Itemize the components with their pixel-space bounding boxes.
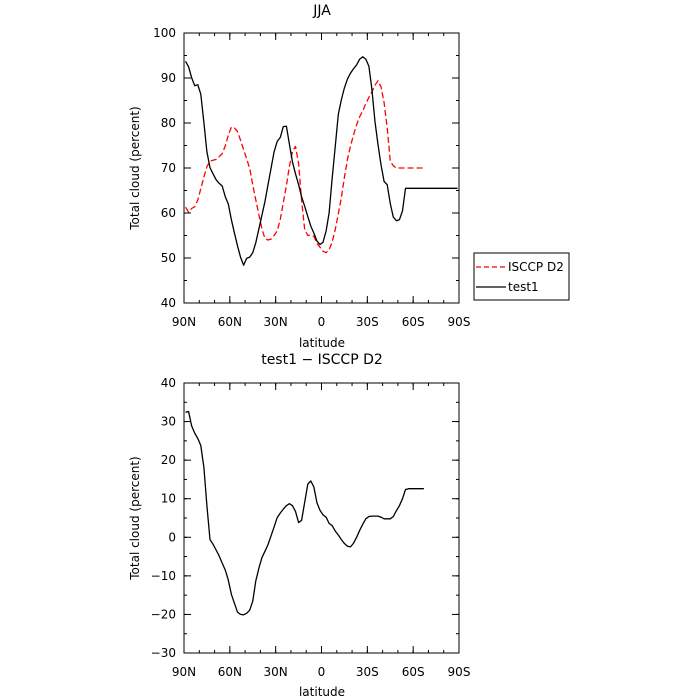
legend: ISCCP D2 test1 xyxy=(473,252,570,301)
legend-box xyxy=(473,252,570,301)
x-tick-label: 90N xyxy=(172,665,196,679)
legend-label-test1: test1 xyxy=(508,280,539,294)
x-tick-label: 60N xyxy=(218,315,242,329)
y-tick-label: 90 xyxy=(161,71,176,85)
y-tick-label: 20 xyxy=(161,453,176,467)
y-tick-label: 70 xyxy=(161,161,176,175)
x-tick-label: 60N xyxy=(218,665,242,679)
x-tick-label: 60S xyxy=(402,315,425,329)
y-tick-label: 50 xyxy=(161,251,176,265)
series-line-isccp-d2 xyxy=(184,80,424,254)
series-line-difference xyxy=(185,410,424,616)
series-line-test1 xyxy=(184,56,458,266)
bottom-axis-ticks: 90N 60N 30N 0 30S 60S 90S −30 −20 −10 0 10 20 30 40 xyxy=(151,376,471,679)
x-tick-label: 90S xyxy=(448,315,471,329)
y-tick-label: 40 xyxy=(161,376,176,390)
y-tick-label: 100 xyxy=(153,26,176,40)
y-tick-label: 30 xyxy=(161,415,176,429)
top-chart-title: JJA xyxy=(312,3,331,19)
y-tick-label: −10 xyxy=(151,569,176,583)
x-tick-label: 30N xyxy=(264,315,288,329)
y-tick-label: 0 xyxy=(168,530,176,544)
y-tick-label: 40 xyxy=(161,296,176,310)
x-tick-label: 30N xyxy=(264,665,288,679)
x-tick-label: 30S xyxy=(356,665,379,679)
top-y-axis-label: Total cloud (percent) xyxy=(128,106,142,230)
bottom-panel: test1 − ISCCP D2 90N 60N 30N 0 30S 60S 90S −30 −… xyxy=(128,352,470,699)
top-axis-ticks: 90N 60N 30N 0 30S 60S 90S 40 50 60 70 80 90 100 xyxy=(153,26,470,329)
y-tick-label: −20 xyxy=(151,607,176,621)
top-panel: JJA 90N 60N 30N 0 30S 60S 90S 40 50 60 70 80 90 100 l… xyxy=(128,3,570,350)
top-x-axis-label: latitude xyxy=(299,336,345,350)
x-tick-label: 0 xyxy=(318,315,326,329)
top-chart-marks xyxy=(184,56,458,266)
y-tick-label: 80 xyxy=(161,116,176,130)
x-tick-label: 90S xyxy=(448,665,471,679)
bottom-plot-frame xyxy=(183,382,460,654)
bottom-chart-title: test1 − ISCCP D2 xyxy=(261,352,383,368)
y-tick-label: 10 xyxy=(161,492,176,506)
bottom-x-axis-label: latitude xyxy=(299,685,345,699)
x-tick-label: 90N xyxy=(172,315,196,329)
x-tick-label: 0 xyxy=(318,665,326,679)
x-tick-label: 60S xyxy=(402,665,425,679)
bottom-chart-marks xyxy=(185,410,424,616)
y-tick-label: 60 xyxy=(161,206,176,220)
bottom-y-axis-label: Total cloud (percent) xyxy=(128,456,142,580)
y-tick-label: −30 xyxy=(151,646,176,660)
legend-label-isccp: ISCCP D2 xyxy=(508,260,564,274)
x-tick-label: 30S xyxy=(356,315,379,329)
